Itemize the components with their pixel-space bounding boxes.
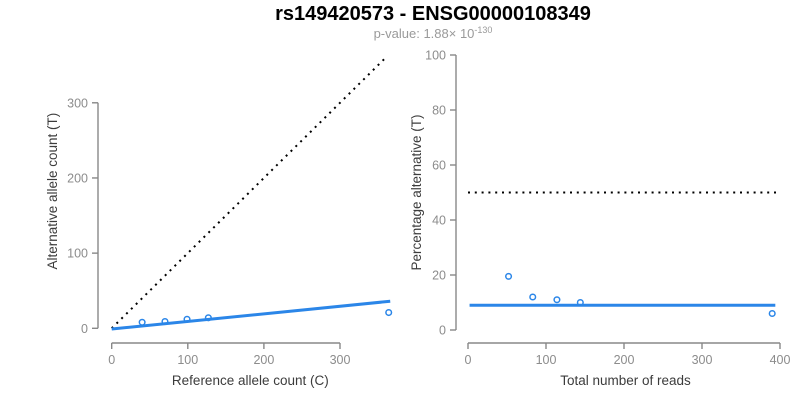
data-point: [768, 309, 776, 318]
figure-title: rs149420573 - ENSG00000108349: [275, 3, 591, 25]
y-tick-label: 0: [439, 324, 446, 338]
y-tick-label: 80: [432, 104, 446, 118]
data-point: [505, 272, 513, 280]
fit-line: [111, 299, 391, 331]
x-tick-label: 0: [465, 353, 472, 367]
identity-line: [110, 55, 388, 330]
data-point: [204, 314, 212, 322]
pvalue-base: 1.88× 10: [423, 26, 475, 41]
y-tick-label: 100: [425, 49, 446, 63]
y-tick-label: 0: [81, 322, 88, 336]
y-tick-label: 60: [432, 159, 446, 173]
x-tick-label: 100: [177, 353, 198, 367]
data-point: [576, 298, 584, 307]
right-scatter-panel: 0 20 40 60 80 100 0 100 200 300 400 Total number of…: [409, 49, 790, 389]
data-point: [161, 317, 169, 326]
data-point: [529, 293, 537, 301]
pvalue-label: p-value:: [373, 26, 420, 41]
y-tick-label: 40: [432, 214, 446, 228]
y-tick-label: 200: [67, 171, 88, 185]
data-point: [183, 315, 191, 323]
x-axis-title: Total number of reads: [560, 373, 691, 388]
x-tick-label: 200: [614, 353, 635, 367]
y-tick-label: 20: [432, 269, 446, 283]
x-tick-label: 200: [253, 353, 274, 367]
x-tick-label: 100: [536, 353, 557, 367]
y-tick-label: 100: [67, 247, 88, 261]
x-tick-label: 400: [770, 353, 791, 367]
data-point: [553, 296, 561, 304]
data-point: [138, 318, 146, 326]
x-tick-label: 300: [330, 353, 351, 367]
pvalue-exponent: -130: [474, 25, 493, 35]
y-axis-title: Alternative allele count (T): [45, 113, 60, 270]
y-axis-title: Percentage alternative (T): [409, 114, 424, 270]
x-tick-label: 0: [108, 353, 115, 367]
x-axis-title: Reference allele count (C): [172, 373, 329, 388]
figure-subtitle: p-value: 1.88× 10-130: [374, 25, 493, 41]
y-tick-label: 300: [67, 96, 88, 110]
x-tick-label: 300: [692, 353, 713, 367]
data-point: [385, 308, 393, 317]
